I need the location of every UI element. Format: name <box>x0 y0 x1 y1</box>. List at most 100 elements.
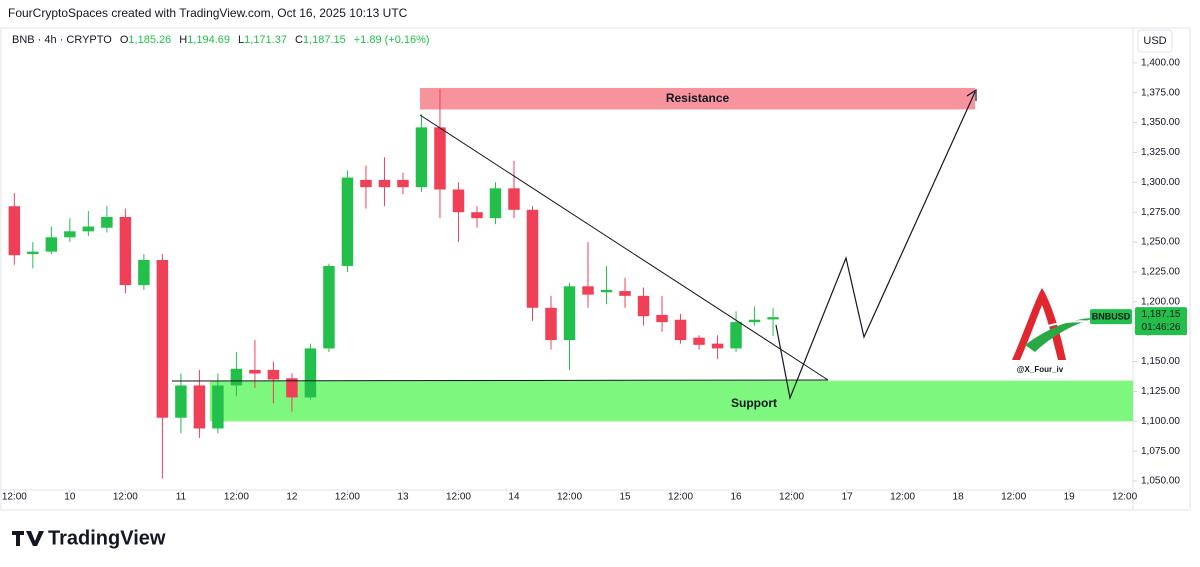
plot: Resistance Support <box>8 87 1133 479</box>
y-tick-label: 1,075.00 <box>1141 446 1180 457</box>
support-line <box>171 379 829 382</box>
zone-label: Resistance <box>666 91 730 105</box>
y-tick-label: 1,250.00 <box>1141 237 1180 248</box>
candle-body <box>323 265 335 349</box>
legend-key: C <box>295 34 303 46</box>
candle-body <box>693 337 705 345</box>
candle-body <box>397 179 409 188</box>
candle-body <box>82 226 95 232</box>
candle-body <box>249 369 261 374</box>
candle-body <box>563 286 576 341</box>
price-tag-price: 1,187.15 <box>1142 309 1181 320</box>
candle-body <box>452 189 465 213</box>
price-tag-symbol-bg <box>1090 309 1132 325</box>
currency-button[interactable] <box>1137 29 1173 53</box>
y-tick-label: 1,125.00 <box>1141 386 1180 397</box>
x-tick-label: 12:00 <box>1001 492 1026 503</box>
candle-body <box>8 206 21 256</box>
zone <box>420 87 975 110</box>
x-tick-label: 12:00 <box>779 492 804 503</box>
x-tick-label: 18 <box>953 492 965 503</box>
legend-value: 1,185.26 <box>128 34 171 46</box>
candle-body <box>415 127 428 188</box>
zone-label: Support <box>731 396 777 410</box>
candle-body <box>711 343 724 349</box>
candle-body <box>748 319 761 323</box>
brand-logo: TradingView <box>12 527 166 549</box>
candle-body <box>526 209 539 308</box>
x-tick-label: 12:00 <box>668 492 693 503</box>
x-tick-label: 10 <box>64 492 76 503</box>
candle-body <box>341 177 354 266</box>
brand-text: TradingView <box>48 527 166 549</box>
y-tick-label: 1,100.00 <box>1141 416 1180 427</box>
candle-body <box>45 237 58 252</box>
legend-value: 1,171.37 <box>244 34 287 46</box>
candle-body <box>637 295 650 317</box>
y-tick-label: 1,275.00 <box>1141 207 1180 218</box>
y-tick-label: 1,225.00 <box>1141 267 1180 278</box>
projection-arrowhead <box>966 88 977 101</box>
candle-body <box>360 179 372 188</box>
x-tick-label: 11 <box>176 492 187 503</box>
y-tick-label: 1,350.00 <box>1141 117 1180 128</box>
x-tick-label: 12:00 <box>890 492 915 503</box>
candle-body <box>582 286 594 295</box>
legend-value: 1,187.15 <box>303 34 346 46</box>
legend-symbol: BNB · 4h · CRYPTO <box>12 34 112 46</box>
x-tick-label: 12:00 <box>335 492 360 503</box>
price-tag-countdown: 01:46:26 <box>1142 322 1181 333</box>
y-tick-label: 1,150.00 <box>1141 356 1180 367</box>
candle-body <box>508 188 520 210</box>
x-tick-label: 15 <box>619 492 631 503</box>
x-tick-label: 16 <box>730 492 742 503</box>
legend-key: H <box>179 34 187 46</box>
zone <box>210 380 1133 422</box>
price-tag-bg <box>1135 307 1187 336</box>
legend-change: +1.89 (+0.16%) <box>354 34 430 46</box>
y-tick-label: 1,200.00 <box>1141 296 1180 307</box>
x-tick-label: 12:00 <box>446 492 471 503</box>
candle-body <box>193 385 206 429</box>
candle-body <box>156 260 169 418</box>
candle-body <box>600 289 613 293</box>
x-tick-label: 17 <box>842 492 854 503</box>
candle-body <box>545 307 557 341</box>
candle-body <box>434 127 446 190</box>
legend-key: O <box>120 34 129 46</box>
candle-body <box>212 385 224 429</box>
legend: BNB · 4h · CRYPTO O1,185.26 H1,194.69 L1,17… <box>12 34 430 46</box>
header-text: FourCryptoSpaces created with TradingVie… <box>8 6 408 20</box>
watermark-logo: @X_Four_iv <box>1012 288 1095 374</box>
y-tick-label: 1,050.00 <box>1141 476 1180 487</box>
candle-body <box>674 319 687 341</box>
candle-body <box>101 216 113 228</box>
y-tick-label: 1,375.00 <box>1141 87 1180 98</box>
candle-body <box>175 385 187 418</box>
y-axis-label[interactable]: USD <box>1143 35 1166 47</box>
candle-body <box>378 179 391 188</box>
x-tick-label: 12:00 <box>113 492 138 503</box>
legend-key: L <box>238 34 244 46</box>
trend-line <box>419 114 829 381</box>
candle-body <box>230 368 243 386</box>
candle-body <box>730 322 742 349</box>
y-tick-label: 1,300.00 <box>1141 177 1180 188</box>
x-tick-label: 13 <box>397 492 409 503</box>
candle-body <box>286 378 298 398</box>
candle-body <box>471 212 483 219</box>
x-tick-label: 12:00 <box>2 492 27 503</box>
y-tick-label: 1,400.00 <box>1141 57 1180 68</box>
legend-value: 1,194.69 <box>187 34 230 46</box>
candle-body <box>119 216 132 286</box>
x-tick-label: 12:00 <box>557 492 582 503</box>
candle-body <box>27 251 39 255</box>
chart-frame <box>0 27 1191 511</box>
watermark-text: @X_Four_iv <box>1017 365 1064 374</box>
x-tick-label: 12:00 <box>1112 492 1137 503</box>
x-tick-label: 12 <box>286 492 298 503</box>
price-tag-symbol: BNBUSD <box>1092 312 1131 322</box>
x-tick-label: 14 <box>508 492 520 503</box>
